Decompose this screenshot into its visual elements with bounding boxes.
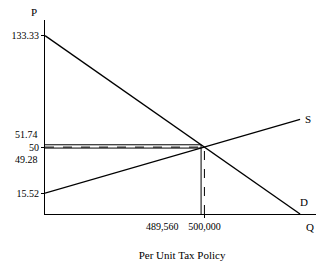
svg-text:S: S: [305, 113, 311, 125]
svg-text:D: D: [300, 196, 308, 208]
svg-text:51.74: 51.74: [15, 129, 38, 140]
svg-text:P: P: [31, 6, 37, 18]
svg-text:500,000: 500,000: [188, 221, 221, 232]
svg-text:49.28: 49.28: [15, 154, 38, 165]
svg-text:Q: Q: [306, 221, 314, 233]
svg-text:489,560: 489,560: [146, 221, 179, 232]
svg-text:133.33: 133.33: [12, 30, 40, 41]
svg-text:15.52: 15.52: [17, 188, 40, 199]
svg-text:Per Unit Tax Policy: Per Unit Tax Policy: [139, 249, 226, 261]
svg-text:50: 50: [29, 142, 39, 153]
